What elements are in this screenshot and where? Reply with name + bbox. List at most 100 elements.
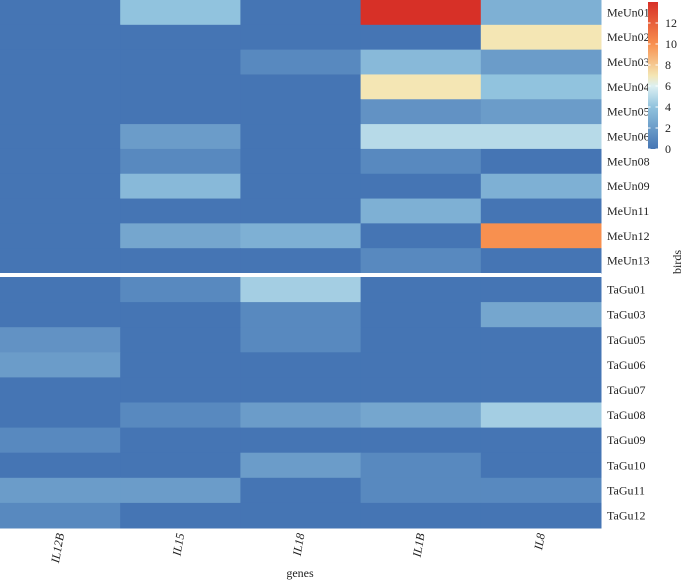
heatmap-cell xyxy=(360,502,482,529)
heatmap-cell xyxy=(240,327,362,353)
heatmap-cell xyxy=(480,74,602,100)
colorbar-tick-label: 8 xyxy=(665,58,671,72)
heatmap-cell xyxy=(480,49,602,75)
x-tick-label: IL8 xyxy=(531,532,548,552)
heatmap-cell xyxy=(120,223,241,249)
heatmap-cell xyxy=(0,452,121,479)
y-tick-label: TaGu08 xyxy=(607,408,645,422)
heatmap-cell xyxy=(120,352,241,378)
heatmap-cell xyxy=(120,477,241,504)
x-tick-labels: IL12B IL15 IL18 IL1B IL8 xyxy=(48,531,548,565)
y-tick-label: MeUn11 xyxy=(607,204,649,218)
y-tick-label: TaGu03 xyxy=(607,308,645,322)
y-tick-label: TaGu07 xyxy=(607,383,645,397)
heatmap-cell xyxy=(120,452,241,479)
colorbar-tick-label: 2 xyxy=(665,121,671,135)
heatmap-cell xyxy=(240,0,362,26)
heatmap-cell xyxy=(240,173,362,200)
colorbar-tick-label: 6 xyxy=(665,79,671,93)
heatmap-cell xyxy=(0,377,121,403)
heatmap-cell xyxy=(480,99,602,125)
heatmap-cells xyxy=(0,0,602,529)
heatmap-cell xyxy=(480,173,602,200)
heatmap-cell xyxy=(120,377,241,403)
heatmap-cell xyxy=(0,99,121,125)
x-axis-title: genes xyxy=(286,566,314,580)
colorbar-tick-label: 4 xyxy=(665,100,671,114)
heatmap-cell xyxy=(0,427,121,454)
colorbar-tick-label: 10 xyxy=(665,37,677,51)
heatmap-cell xyxy=(120,327,241,353)
y-tick-label: MeUn12 xyxy=(607,229,650,243)
heatmap-cell xyxy=(0,327,121,353)
heatmap-cell xyxy=(480,277,602,303)
heatmap-cell xyxy=(480,248,602,274)
heatmap-cell xyxy=(360,427,482,454)
heatmap-cell xyxy=(360,49,482,75)
heatmap-cell xyxy=(360,277,482,303)
heatmap-cell xyxy=(240,99,362,125)
heatmap-cell xyxy=(0,74,121,100)
heatmap-cell xyxy=(0,277,121,303)
y-tick-label: TaGu05 xyxy=(607,333,645,347)
heatmap-cell xyxy=(240,223,362,249)
heatmap-cell xyxy=(360,377,482,403)
group-separator xyxy=(0,273,601,277)
heatmap-cell xyxy=(360,402,482,429)
heatmap-cell xyxy=(120,277,241,303)
y-tick-label: MeUn02 xyxy=(607,30,650,44)
x-tick-label: IL12B xyxy=(48,531,67,565)
heatmap-cell xyxy=(0,148,121,175)
heatmap-cell xyxy=(240,248,362,274)
heatmap-cell xyxy=(480,198,602,224)
heatmap-cell xyxy=(480,327,602,353)
heatmap-cell xyxy=(120,99,241,125)
heatmap-cell xyxy=(240,502,362,529)
heatmap-cell xyxy=(360,173,482,200)
heatmap-cell xyxy=(480,148,602,175)
heatmap-cell xyxy=(240,452,362,479)
y-tick-label: TaGu06 xyxy=(607,358,645,372)
heatmap-cell xyxy=(480,452,602,479)
heatmap-cell xyxy=(120,124,241,150)
heatmap-cell xyxy=(120,198,241,224)
y-tick-label: MeUn08 xyxy=(607,154,650,168)
heatmap-cell xyxy=(0,402,121,429)
heatmap-cell xyxy=(360,452,482,479)
heatmap-cell xyxy=(360,223,482,249)
heatmap-cell xyxy=(120,302,241,328)
y-tick-label: MeUn09 xyxy=(607,179,650,193)
heatmap-cell xyxy=(480,402,602,429)
x-tick-label: IL15 xyxy=(169,532,187,558)
y-tick-label: MeUn05 xyxy=(607,105,650,119)
heatmap-cell xyxy=(240,377,362,403)
heatmap-cell xyxy=(120,248,241,274)
heatmap-cell xyxy=(480,24,602,51)
heatmap-cell xyxy=(360,124,482,150)
heatmap-cell xyxy=(0,173,121,200)
colorbar-ticks: 0 2 4 6 8 10 12 xyxy=(648,16,677,156)
heatmap-cell xyxy=(120,427,241,454)
colorbar xyxy=(648,2,658,149)
heatmap-cell xyxy=(480,477,602,504)
heatmap-cell xyxy=(240,402,362,429)
heatmap-cell xyxy=(360,248,482,274)
heatmap-cell xyxy=(360,352,482,378)
y-tick-label: MeUn13 xyxy=(607,254,650,268)
heatmap-cell xyxy=(480,124,602,150)
heatmap-cell xyxy=(360,477,482,504)
heatmap-cell xyxy=(240,477,362,504)
x-tick-label: IL18 xyxy=(290,532,308,558)
heatmap-cell xyxy=(240,427,362,454)
heatmap-cell xyxy=(240,277,362,303)
heatmap-cell xyxy=(120,0,241,26)
y-tick-label: TaGu01 xyxy=(607,283,645,297)
y-tick-labels: MeUn01 MeUn02 MeUn03 MeUn04 MeUn05 MeUn06 MeUn… xyxy=(607,5,650,522)
heatmap-cell xyxy=(480,377,602,403)
y-tick-label: MeUn04 xyxy=(607,80,650,94)
heatmap-cell xyxy=(120,402,241,429)
y-tick-label: MeUn01 xyxy=(607,5,650,19)
heatmap-cell xyxy=(0,24,121,51)
heatmap-cell xyxy=(120,148,241,175)
